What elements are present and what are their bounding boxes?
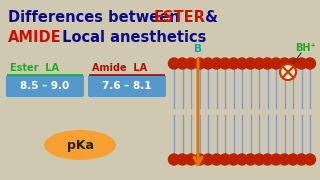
Circle shape — [211, 154, 222, 165]
Circle shape — [280, 64, 296, 80]
Circle shape — [186, 154, 196, 165]
Circle shape — [228, 154, 239, 165]
Circle shape — [262, 154, 273, 165]
Text: ESTER: ESTER — [154, 10, 206, 25]
FancyBboxPatch shape — [6, 75, 84, 97]
Circle shape — [262, 58, 273, 69]
Circle shape — [236, 58, 247, 69]
Text: Ester  LA: Ester LA — [10, 63, 59, 73]
Circle shape — [220, 58, 230, 69]
FancyBboxPatch shape — [88, 75, 166, 97]
Circle shape — [194, 58, 205, 69]
Circle shape — [270, 154, 282, 165]
Circle shape — [220, 154, 230, 165]
Circle shape — [169, 58, 180, 69]
Text: Local anesthetics: Local anesthetics — [57, 30, 206, 45]
Circle shape — [245, 154, 256, 165]
Text: Differences between: Differences between — [8, 10, 185, 25]
Text: Amide  LA: Amide LA — [92, 63, 147, 73]
Circle shape — [194, 154, 205, 165]
Circle shape — [245, 58, 256, 69]
Text: B: B — [194, 44, 202, 54]
Circle shape — [287, 58, 299, 69]
Ellipse shape — [44, 130, 116, 160]
Circle shape — [279, 154, 290, 165]
Circle shape — [253, 154, 265, 165]
Circle shape — [236, 154, 247, 165]
Text: BH⁺: BH⁺ — [295, 43, 316, 53]
Circle shape — [203, 154, 213, 165]
Circle shape — [296, 58, 307, 69]
Text: 7.6 – 8.1: 7.6 – 8.1 — [102, 81, 152, 91]
Circle shape — [253, 58, 265, 69]
Circle shape — [169, 154, 180, 165]
Circle shape — [296, 154, 307, 165]
Text: 8.5 – 9.0: 8.5 – 9.0 — [20, 81, 70, 91]
Circle shape — [305, 154, 316, 165]
Circle shape — [211, 58, 222, 69]
Circle shape — [228, 58, 239, 69]
Text: pKa: pKa — [67, 138, 93, 152]
Circle shape — [287, 154, 299, 165]
Text: AMIDE: AMIDE — [8, 30, 62, 45]
Circle shape — [203, 58, 213, 69]
Text: &: & — [200, 10, 218, 25]
Circle shape — [186, 58, 196, 69]
Circle shape — [279, 58, 290, 69]
Circle shape — [270, 58, 282, 69]
Circle shape — [177, 154, 188, 165]
Circle shape — [177, 58, 188, 69]
Circle shape — [305, 58, 316, 69]
